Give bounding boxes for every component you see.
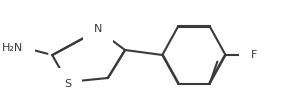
Text: N: N bbox=[94, 24, 102, 34]
Text: S: S bbox=[64, 79, 71, 89]
Text: F: F bbox=[250, 50, 257, 60]
Text: H₂N: H₂N bbox=[2, 43, 23, 53]
